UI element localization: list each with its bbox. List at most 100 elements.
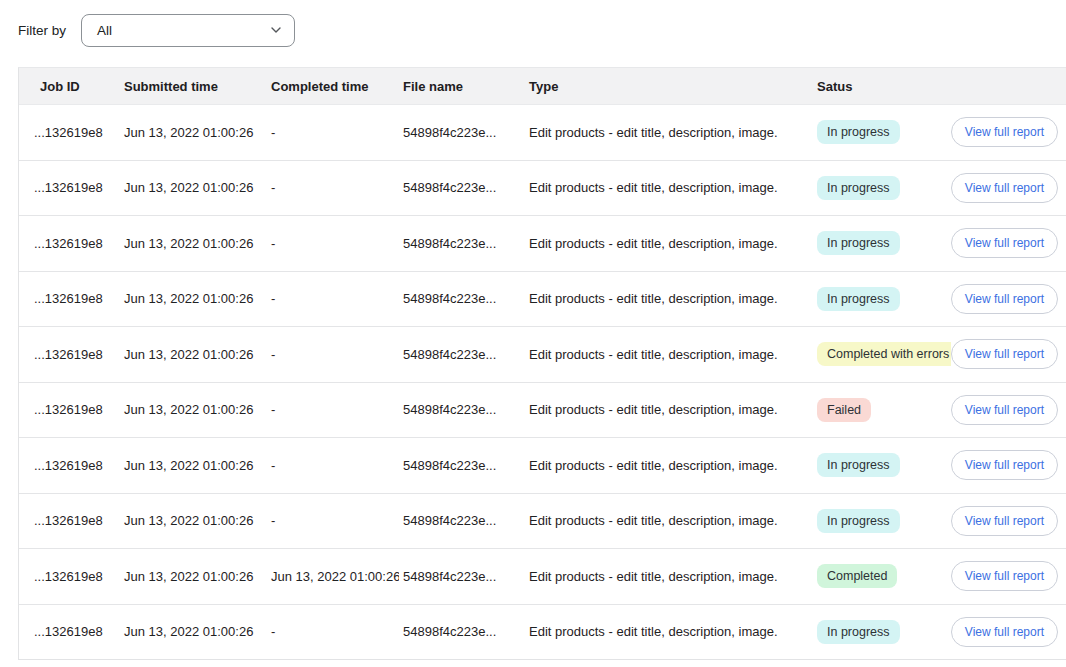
view-full-report-button[interactable]: View full report [951, 173, 1058, 203]
status-badge: In progress [817, 231, 900, 255]
column-header-file-name: File name [399, 79, 525, 94]
submitted-time-cell: Jun 13, 2022 01:00:26 [122, 291, 268, 306]
table-row: ...132619e8 Jun 13, 2022 01:00:26 - 5489… [19, 382, 1066, 438]
job-id-cell: ...132619e8 [19, 125, 122, 140]
actions-cell: View full report [951, 450, 1066, 480]
column-header-submitted-time: Submitted time [122, 79, 268, 94]
status-badge: Completed [817, 564, 897, 588]
status-cell: Failed [814, 398, 951, 422]
filter-dropdown-value: All [97, 23, 112, 38]
job-id-cell: ...132619e8 [19, 458, 122, 473]
job-id-cell: ...132619e8 [19, 402, 122, 417]
submitted-time-cell: Jun 13, 2022 01:00:26 [122, 180, 268, 195]
view-full-report-button[interactable]: View full report [951, 284, 1058, 314]
file-name-cell: 54898f4c223e... [399, 236, 525, 251]
status-cell: In progress [814, 509, 951, 533]
submitted-time-cell: Jun 13, 2022 01:00:26 [122, 569, 268, 584]
actions-cell: View full report [951, 117, 1066, 147]
job-id-cell: ...132619e8 [19, 347, 122, 362]
file-name-cell: 54898f4c223e... [399, 458, 525, 473]
completed-time-cell: - [268, 125, 399, 140]
status-badge: In progress [817, 453, 900, 477]
type-cell: Edit products - edit title, description,… [525, 347, 814, 362]
type-cell: Edit products - edit title, description,… [525, 236, 814, 251]
file-name-cell: 54898f4c223e... [399, 569, 525, 584]
actions-cell: View full report [951, 284, 1066, 314]
actions-cell: View full report [951, 617, 1066, 647]
status-cell: In progress [814, 120, 951, 144]
submitted-time-cell: Jun 13, 2022 01:00:26 [122, 458, 268, 473]
job-id-cell: ...132619e8 [19, 291, 122, 306]
status-badge: Completed with errors [817, 342, 951, 366]
filter-bar: Filter by All [18, 14, 1066, 47]
status-badge: In progress [817, 509, 900, 533]
completed-time-cell: - [268, 347, 399, 362]
status-cell: In progress [814, 620, 951, 644]
submitted-time-cell: Jun 13, 2022 01:00:26 [122, 125, 268, 140]
type-cell: Edit products - edit title, description,… [525, 402, 814, 417]
file-name-cell: 54898f4c223e... [399, 402, 525, 417]
actions-cell: View full report [951, 506, 1066, 536]
table-header-row: Job ID Submitted time Completed time Fil… [19, 68, 1066, 104]
type-cell: Edit products - edit title, description,… [525, 458, 814, 473]
filter-by-label: Filter by [18, 23, 66, 38]
view-full-report-button[interactable]: View full report [951, 450, 1058, 480]
status-cell: In progress [814, 176, 951, 200]
status-badge: In progress [817, 176, 900, 200]
view-full-report-button[interactable]: View full report [951, 117, 1058, 147]
status-cell: In progress [814, 287, 951, 311]
file-name-cell: 54898f4c223e... [399, 347, 525, 362]
status-badge: In progress [817, 287, 900, 311]
column-header-status: Satus [814, 79, 951, 94]
completed-time-cell: Jun 13, 2022 01:00:26 [268, 569, 399, 584]
submitted-time-cell: Jun 13, 2022 01:00:26 [122, 513, 268, 528]
type-cell: Edit products - edit title, description,… [525, 513, 814, 528]
view-full-report-button[interactable]: View full report [951, 228, 1058, 258]
table-row: ...132619e8 Jun 13, 2022 01:00:26 - 5489… [19, 493, 1066, 549]
status-cell: In progress [814, 231, 951, 255]
actions-cell: View full report [951, 395, 1066, 425]
jobs-page: Filter by All Job ID Submitted time Comp… [0, 14, 1066, 660]
table-row: ...132619e8 Jun 13, 2022 01:00:26 - 5489… [19, 104, 1066, 160]
actions-cell: View full report [951, 561, 1066, 591]
view-full-report-button[interactable]: View full report [951, 561, 1058, 591]
table-row: ...132619e8 Jun 13, 2022 01:00:26 - 5489… [19, 215, 1066, 271]
column-header-type: Type [525, 79, 814, 94]
job-id-cell: ...132619e8 [19, 569, 122, 584]
actions-cell: View full report [951, 339, 1066, 369]
job-id-cell: ...132619e8 [19, 624, 122, 639]
completed-time-cell: - [268, 402, 399, 417]
status-cell: Completed with errors [814, 342, 951, 366]
type-cell: Edit products - edit title, description,… [525, 125, 814, 140]
table-row: ...132619e8 Jun 13, 2022 01:00:26 Jun 13… [19, 548, 1066, 604]
column-header-completed-time: Completed time [268, 79, 399, 94]
submitted-time-cell: Jun 13, 2022 01:00:26 [122, 402, 268, 417]
file-name-cell: 54898f4c223e... [399, 180, 525, 195]
file-name-cell: 54898f4c223e... [399, 624, 525, 639]
type-cell: Edit products - edit title, description,… [525, 180, 814, 195]
filter-dropdown[interactable]: All [81, 14, 295, 47]
completed-time-cell: - [268, 180, 399, 195]
file-name-cell: 54898f4c223e... [399, 513, 525, 528]
completed-time-cell: - [268, 513, 399, 528]
submitted-time-cell: Jun 13, 2022 01:00:26 [122, 347, 268, 362]
file-name-cell: 54898f4c223e... [399, 125, 525, 140]
status-badge: In progress [817, 120, 900, 144]
completed-time-cell: - [268, 624, 399, 639]
completed-time-cell: - [268, 458, 399, 473]
table-row: ...132619e8 Jun 13, 2022 01:00:26 - 5489… [19, 604, 1066, 660]
view-full-report-button[interactable]: View full report [951, 617, 1058, 647]
view-full-report-button[interactable]: View full report [951, 506, 1058, 536]
view-full-report-button[interactable]: View full report [951, 339, 1058, 369]
submitted-time-cell: Jun 13, 2022 01:00:26 [122, 236, 268, 251]
table-row: ...132619e8 Jun 13, 2022 01:00:26 - 5489… [19, 271, 1066, 327]
status-badge: In progress [817, 620, 900, 644]
table-row: ...132619e8 Jun 13, 2022 01:00:26 - 5489… [19, 437, 1066, 493]
status-badge: Failed [817, 398, 871, 422]
actions-cell: View full report [951, 173, 1066, 203]
status-cell: In progress [814, 453, 951, 477]
view-full-report-button[interactable]: View full report [951, 395, 1058, 425]
job-id-cell: ...132619e8 [19, 513, 122, 528]
status-cell: Completed [814, 564, 951, 588]
chevron-down-icon [270, 22, 282, 40]
